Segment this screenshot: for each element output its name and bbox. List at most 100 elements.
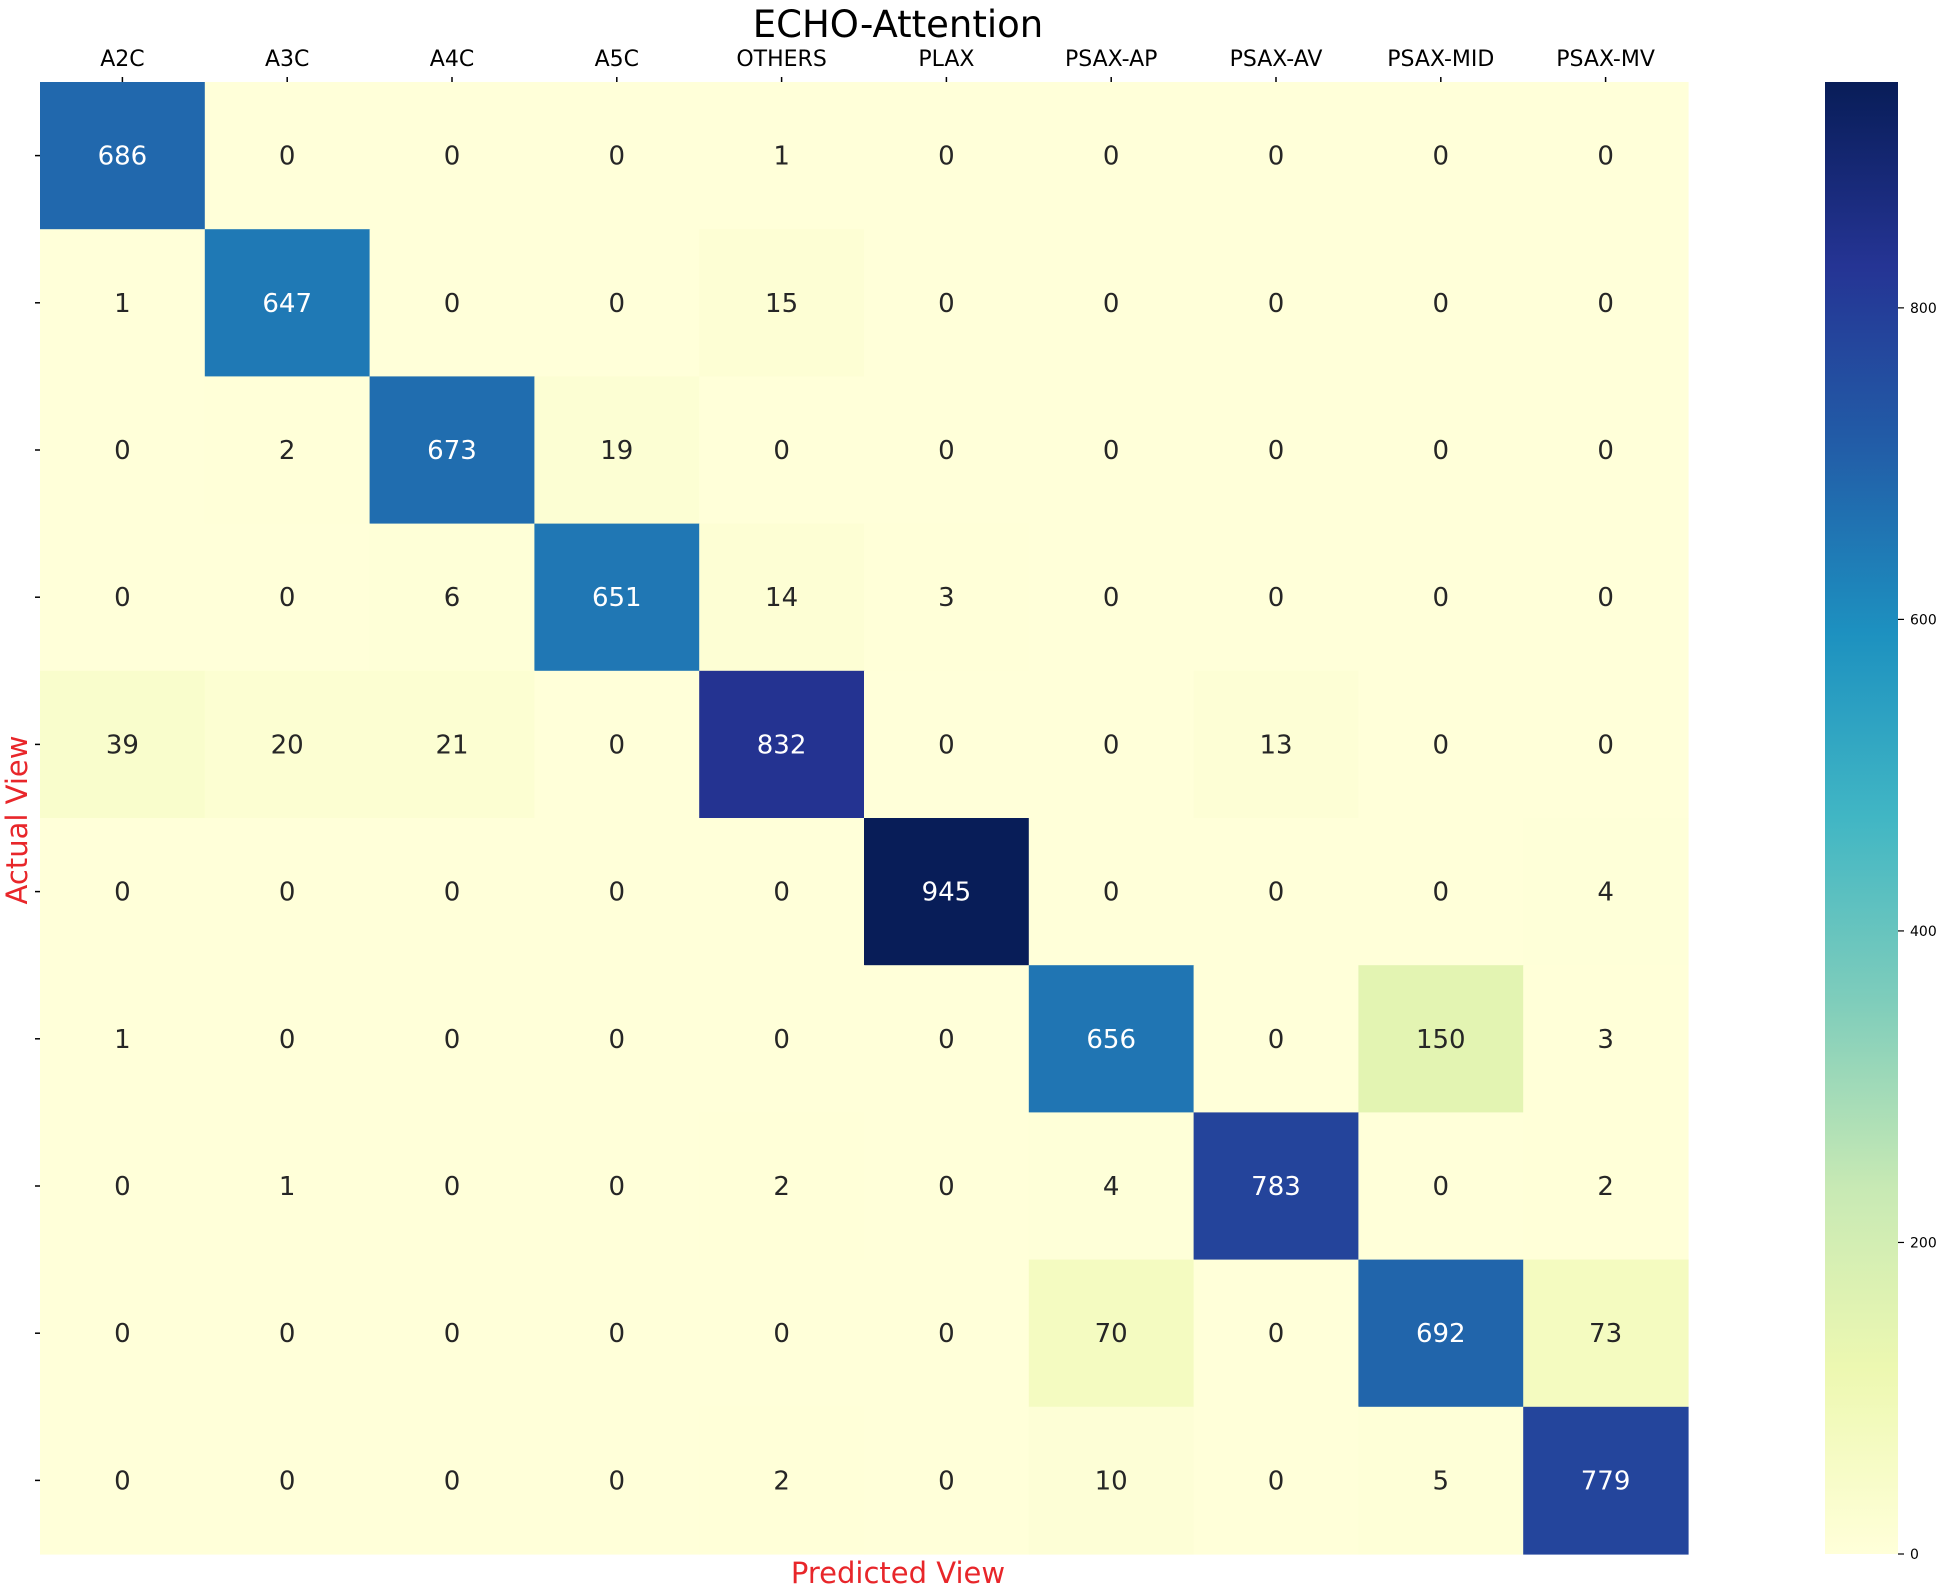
cell-value-label: 0	[1433, 878, 1450, 908]
heatmap-cell	[1358, 965, 1524, 1113]
heatmap-cell	[1028, 965, 1195, 1113]
heatmap-cell	[864, 1406, 1030, 1555]
heatmap-cell	[699, 1259, 865, 1408]
heatmap-cell	[40, 82, 206, 230]
heatmap-cell	[1523, 1259, 1689, 1408]
cell-value-label: 2	[773, 1466, 790, 1496]
cell-value-label: 0	[1268, 142, 1285, 172]
colorbar-tick-label: 800	[1910, 301, 1937, 317]
cell-value-label: 0	[114, 1319, 131, 1349]
heatmap-cell	[40, 229, 206, 377]
heatmap-cell	[699, 965, 865, 1113]
cell-value-label: 0	[114, 1466, 131, 1496]
cell-value-label: 0	[114, 1172, 131, 1202]
heatmap-cell	[1523, 965, 1689, 1113]
heatmap-cell	[864, 376, 1030, 525]
cell-value-label: 0	[1433, 289, 1450, 319]
heatmap-cell	[534, 1406, 700, 1555]
heatmap-cell	[1193, 670, 1359, 819]
cell-value-label: 10	[1095, 1466, 1128, 1496]
cell-value-label: 0	[1268, 289, 1285, 319]
heatmap-cell	[369, 818, 535, 966]
heatmap-cell	[369, 670, 535, 819]
x-tick-label: A5C	[595, 47, 639, 72]
cell-value-label: 0	[1433, 730, 1450, 760]
heatmap-cell	[204, 1112, 371, 1261]
cell-value-label: 656	[1086, 1025, 1136, 1055]
heatmap-cell	[534, 1112, 700, 1261]
heatmap-cell	[699, 523, 865, 672]
cell-value-label: 1	[114, 1025, 131, 1055]
cell-value-label: 1	[279, 1172, 296, 1202]
cell-value-label: 0	[1597, 436, 1614, 466]
heatmap-cell	[534, 82, 700, 230]
cell-value-label: 0	[1597, 289, 1614, 319]
heatmap-cell	[1028, 1406, 1195, 1555]
heatmap-cell	[1193, 229, 1359, 377]
cell-value-label: 1	[773, 142, 790, 172]
heatmap-cell	[534, 376, 700, 525]
heatmap-cell	[534, 965, 700, 1113]
cell-value-label: 0	[1268, 1025, 1285, 1055]
cell-value-label: 0	[1103, 142, 1120, 172]
heatmap-cell	[1193, 1259, 1359, 1408]
heatmap-cell	[1523, 82, 1689, 230]
heatmap-cell	[864, 818, 1030, 966]
heatmap-cell	[40, 818, 206, 966]
cell-value-label: 0	[444, 142, 461, 172]
heatmap-cell	[369, 1406, 535, 1555]
cell-value-label: 0	[609, 1172, 626, 1202]
cell-value-label: 779	[1581, 1466, 1631, 1496]
cell-value-label: 0	[279, 878, 296, 908]
heatmap-cell	[204, 376, 371, 525]
heatmap-cell	[1028, 1112, 1195, 1261]
heatmap-cell	[534, 818, 700, 966]
x-tick-label: A4C	[430, 47, 474, 72]
cell-value-label: 0	[609, 878, 626, 908]
cell-value-label: 13	[1259, 730, 1292, 760]
cell-value-label: 692	[1416, 1319, 1466, 1349]
heatmap-cell	[699, 82, 865, 230]
heatmap-cell	[369, 229, 535, 377]
heatmap-cell	[699, 229, 865, 377]
heatmap-cell	[534, 523, 700, 672]
cell-value-label: 0	[279, 1319, 296, 1349]
heatmap-cell	[40, 376, 206, 525]
cell-value-label: 3	[938, 583, 955, 613]
cell-value-label: 0	[609, 289, 626, 319]
heatmap-cell	[40, 1406, 206, 1555]
cell-value-label: 15	[765, 289, 798, 319]
cell-value-label: 5	[1433, 1466, 1450, 1496]
cell-value-label: 70	[1095, 1319, 1128, 1349]
x-axis-label: Predicted View	[791, 1556, 1005, 1590]
cell-value-label: 0	[114, 436, 131, 466]
heatmap-cell	[1028, 229, 1195, 377]
heatmap-cell	[204, 1259, 371, 1408]
cell-value-label: 647	[262, 289, 312, 319]
heatmap-cell	[864, 1259, 1030, 1408]
heatmap-cell	[1358, 1259, 1524, 1408]
cell-value-label: 0	[1433, 436, 1450, 466]
heatmap-cell	[1193, 1406, 1359, 1555]
heatmap-cell	[1523, 1406, 1689, 1555]
cell-value-label: 0	[773, 878, 790, 908]
cell-value-label: 0	[773, 1319, 790, 1349]
cell-value-label: 0	[444, 1025, 461, 1055]
cell-value-label: 14	[765, 583, 798, 613]
heatmap-cell	[699, 1406, 865, 1555]
cell-value-label: 0	[1433, 142, 1450, 172]
heatmap-cell	[369, 965, 535, 1113]
cell-value-label: 21	[435, 730, 468, 760]
cell-value-label: 0	[444, 878, 461, 908]
heatmap-cell	[1028, 523, 1195, 672]
cell-value-label: 0	[938, 142, 955, 172]
cell-value-label: 0	[609, 142, 626, 172]
cell-value-label: 0	[938, 289, 955, 319]
cell-value-label: 945	[922, 878, 972, 908]
cell-value-label: 0	[938, 1319, 955, 1349]
heatmap-cell	[369, 523, 535, 672]
cell-value-label: 39	[106, 730, 139, 760]
x-tick-label: PSAX-MID	[1387, 47, 1494, 72]
heatmap-cell	[864, 523, 1030, 672]
heatmap-cell	[1028, 818, 1195, 966]
